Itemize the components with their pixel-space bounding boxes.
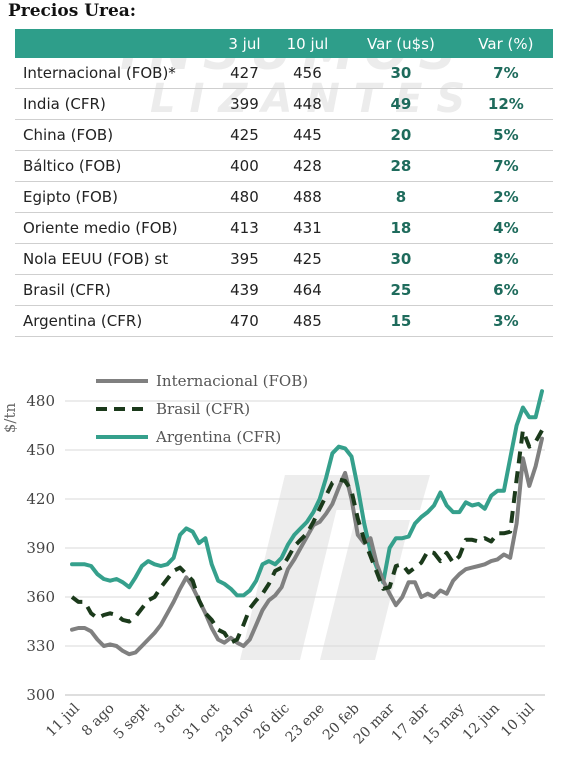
table-header-jul3: 3 jul bbox=[217, 29, 272, 58]
row-var-pct-cell: 3% bbox=[458, 305, 553, 337]
y-tick-label: 390 bbox=[26, 539, 55, 557]
row-var-pct-cell: 2% bbox=[458, 181, 553, 213]
row-var-pct-cell: 4% bbox=[458, 212, 553, 244]
legend: Internacional (FOB) Brasil (CFR) Argentina… bbox=[96, 372, 308, 446]
x-tick-label: 12 jun bbox=[460, 701, 503, 744]
row-name-cell: Argentina (CFR) bbox=[15, 305, 217, 337]
table-row: Argentina (CFR) 470 485 15 3% bbox=[15, 305, 553, 337]
table-row: Nola EEUU (FOB) st 395 425 30 8% bbox=[15, 243, 553, 275]
table-row: Oriente medio (FOB) 413 431 18 4% bbox=[15, 212, 553, 244]
row-var-pct-cell: 7% bbox=[458, 150, 553, 182]
y-tick-label: 360 bbox=[26, 588, 55, 606]
legend-label: Argentina (CFR) bbox=[155, 428, 281, 446]
row-jul10-cell: 445 bbox=[271, 119, 344, 151]
x-tick-label: 23 ene bbox=[283, 701, 328, 746]
series-line bbox=[70, 436, 544, 657]
x-tick-label: 11 jul bbox=[43, 700, 83, 740]
row-jul3-cell: 427 bbox=[217, 58, 272, 89]
row-jul10-cell: 456 bbox=[271, 58, 344, 89]
row-name-cell: Báltico (FOB) bbox=[15, 150, 217, 182]
row-jul3-cell: 439 bbox=[217, 274, 272, 306]
row-jul10-cell: 464 bbox=[271, 274, 344, 306]
row-jul3-cell: 425 bbox=[217, 119, 272, 151]
row-name-cell: India (CFR) bbox=[15, 88, 217, 120]
row-jul3-cell: 470 bbox=[217, 305, 272, 337]
x-tick-label: 5 sept bbox=[111, 700, 153, 742]
x-tick-label: 28 nov bbox=[213, 700, 258, 745]
row-jul3-cell: 413 bbox=[217, 212, 272, 244]
row-var-usd-cell: 30 bbox=[343, 243, 459, 275]
row-jul10-cell: 431 bbox=[271, 212, 344, 244]
row-jul3-cell: 400 bbox=[217, 150, 272, 182]
table-row: China (FOB) 425 445 20 5% bbox=[15, 119, 553, 151]
row-var-usd-cell: 15 bbox=[343, 305, 459, 337]
series-layer bbox=[70, 389, 544, 657]
row-var-usd-cell: 18 bbox=[343, 212, 459, 244]
row-jul3-cell: 480 bbox=[217, 181, 272, 213]
row-jul3-cell: 399 bbox=[217, 88, 272, 120]
row-var-usd-cell: 20 bbox=[343, 119, 459, 151]
row-name-cell: Nola EEUU (FOB) st bbox=[15, 243, 217, 275]
legend-label: Internacional (FOB) bbox=[156, 372, 308, 390]
row-jul10-cell: 485 bbox=[271, 305, 344, 337]
y-tick-label: 300 bbox=[26, 686, 55, 704]
x-tick-label: 10 jul bbox=[498, 700, 538, 740]
table-header-var-pct: Var (%) bbox=[458, 29, 553, 58]
row-jul10-cell: 428 bbox=[271, 150, 344, 182]
table-header-row: 3 jul 10 jul Var (u$s) Var (%) bbox=[15, 29, 553, 58]
table-row: India (CFR) 399 448 49 12% bbox=[15, 88, 553, 120]
series-line bbox=[70, 389, 544, 598]
table-header-jul10: 10 jul bbox=[271, 29, 344, 58]
y-tick-label: 330 bbox=[26, 637, 55, 655]
row-var-pct-cell: 5% bbox=[458, 119, 553, 151]
row-var-usd-cell: 8 bbox=[343, 181, 459, 213]
row-jul10-cell: 425 bbox=[271, 243, 344, 275]
row-var-usd-cell: 30 bbox=[343, 58, 459, 89]
row-name-cell: Internacional (FOB)* bbox=[15, 58, 217, 89]
y-tick-label: 480 bbox=[26, 392, 55, 410]
row-var-pct-cell: 7% bbox=[458, 58, 553, 89]
row-name-cell: China (FOB) bbox=[15, 119, 217, 151]
row-var-usd-cell: 49 bbox=[343, 88, 459, 120]
y-tick-label: 420 bbox=[26, 490, 55, 508]
row-jul10-cell: 448 bbox=[271, 88, 344, 120]
row-var-pct-cell: 6% bbox=[458, 274, 553, 306]
y-axis-title: $/tn bbox=[1, 403, 19, 434]
price-table: 3 jul 10 jul Var (u$s) Var (%) Internaci… bbox=[15, 29, 553, 337]
series-line bbox=[70, 428, 544, 645]
table-row: Internacional (FOB)* 427 456 30 7% bbox=[15, 58, 553, 89]
row-name-cell: Brasil (CFR) bbox=[15, 274, 217, 306]
table-body: Internacional (FOB)* 427 456 30 7% India (CFR… bbox=[15, 58, 553, 337]
table-row: Brasil (CFR) 439 464 25 6% bbox=[15, 274, 553, 306]
table-row: Báltico (FOB) 400 428 28 7% bbox=[15, 150, 553, 182]
row-name-cell: Egipto (FOB) bbox=[15, 181, 217, 213]
table-header-var-usd: Var (u$s) bbox=[343, 29, 459, 58]
table-header-name bbox=[15, 29, 217, 58]
row-var-usd-cell: 28 bbox=[343, 150, 459, 182]
row-var-pct-cell: 8% bbox=[458, 243, 553, 275]
table-row: Egipto (FOB) 480 488 8 2% bbox=[15, 181, 553, 213]
y-tick-label: 450 bbox=[26, 441, 55, 459]
row-var-usd-cell: 25 bbox=[343, 274, 459, 306]
row-jul3-cell: 395 bbox=[217, 243, 272, 275]
page-title: Precios Urea: bbox=[8, 1, 137, 21]
row-var-pct-cell: 12% bbox=[458, 88, 553, 120]
row-jul10-cell: 488 bbox=[271, 181, 344, 213]
legend-label: Brasil (CFR) bbox=[156, 400, 250, 418]
row-name-cell: Oriente medio (FOB) bbox=[15, 212, 217, 244]
